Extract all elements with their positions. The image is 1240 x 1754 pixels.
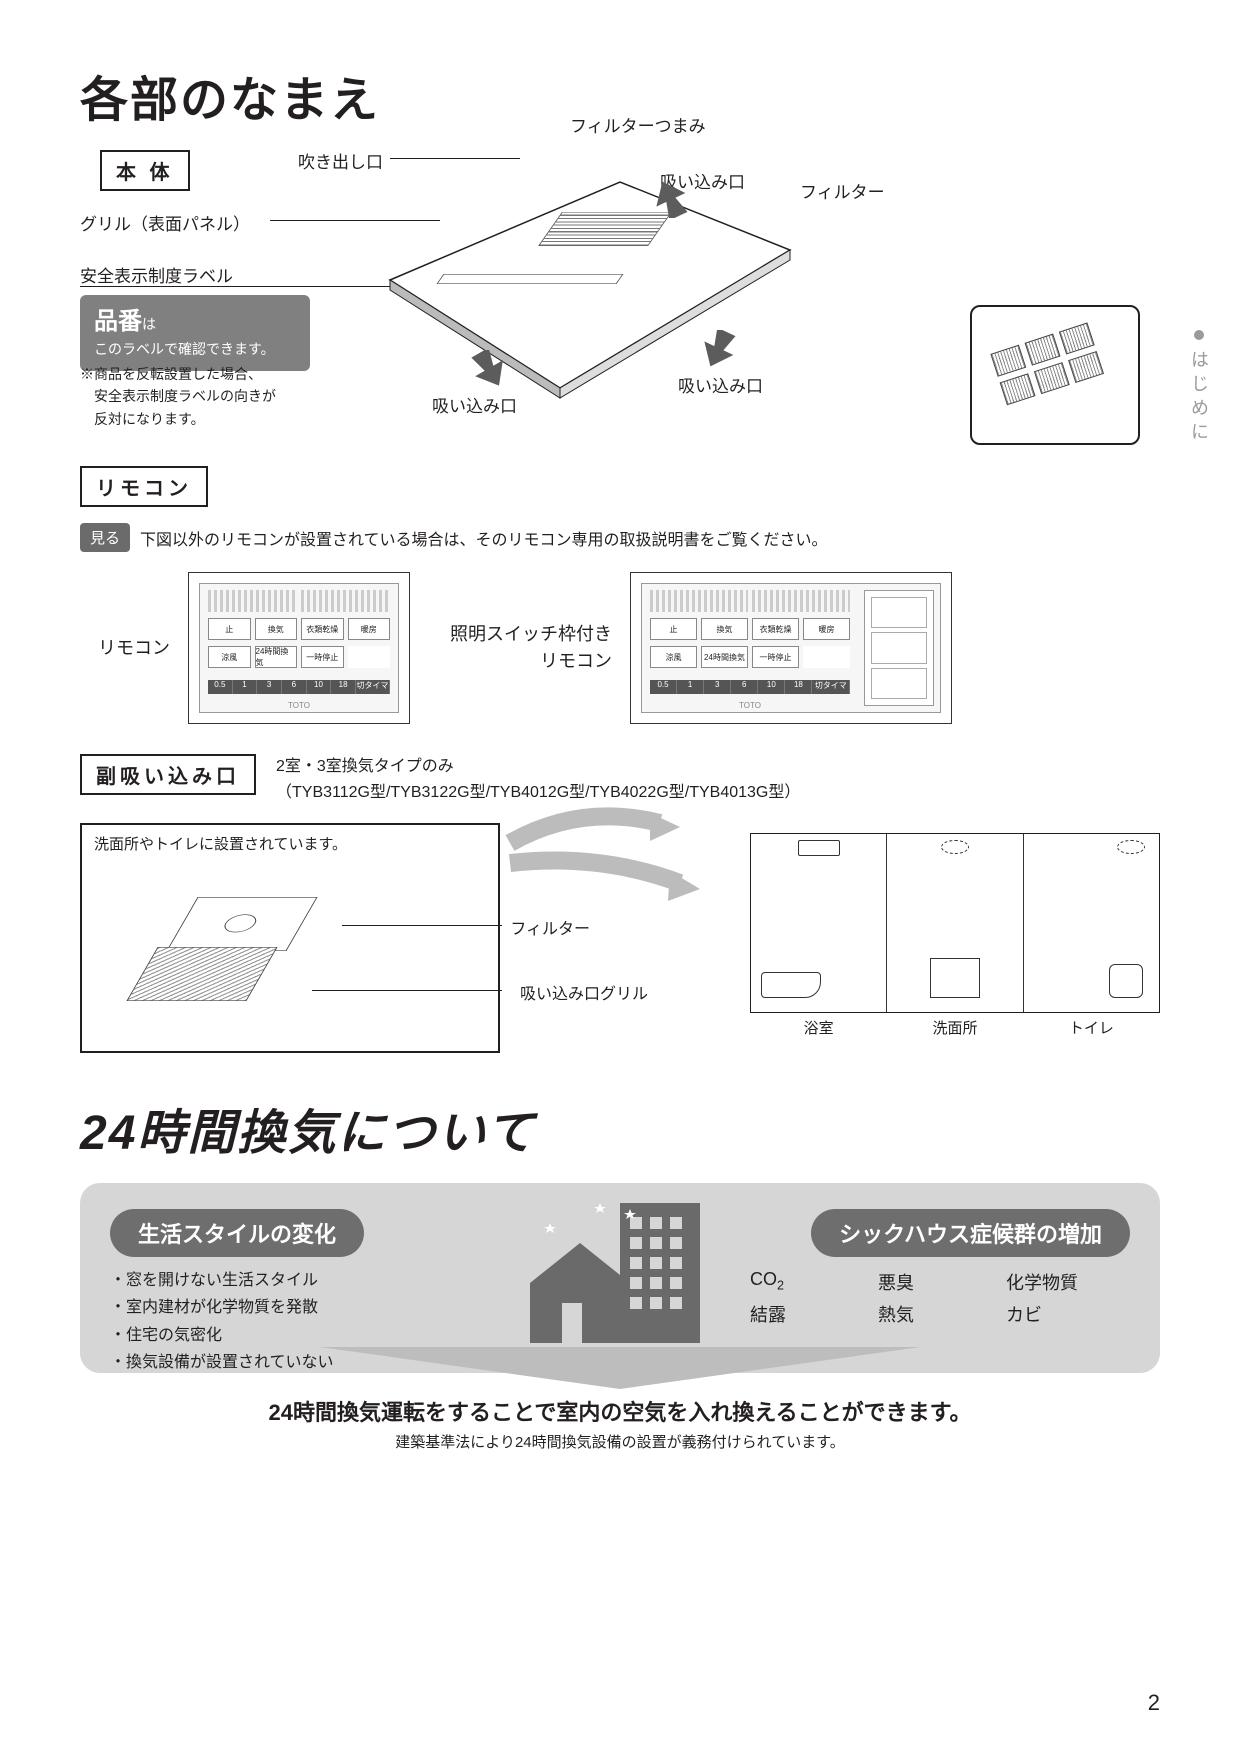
room-washroom: 洗面所 <box>887 834 1023 1012</box>
heading-24h: 24時間換気について <box>80 1093 1160 1163</box>
remote-note: 下図以外のリモコンが設置されている場合は、そのリモコン専用の取扱説明書をご覧くだ… <box>140 526 828 550</box>
callout-inlet-br: 吸い込み口 <box>678 372 763 397</box>
subinlet-illustration-box: 洗面所やトイレに設置されています。 フィルター 吸い込み口グリル <box>80 823 500 1053</box>
sickhouse-grid: CO2 悪臭 化学物質 結露 熱気 カビ <box>750 1269 1130 1327</box>
label-remote: リモコン <box>80 466 208 507</box>
remote-btn-cool: 涼風 <box>208 646 251 668</box>
remote-unit-switch: 止 換気 衣類乾燥 暖房 涼風 24時間換気 一時停止 0.5 <box>630 572 952 724</box>
remote-btn-pause: 一時停止 <box>301 646 344 668</box>
remote-btn-stop: 止 <box>208 618 251 640</box>
pill-lifestyle: 生活スタイルの変化 <box>110 1209 364 1257</box>
see-badge: 見る <box>80 523 130 552</box>
remote-btn-24h: 24時間換気 <box>255 646 298 668</box>
remote-btn-vent: 換気 <box>255 618 298 640</box>
room-toilet: トイレ <box>1024 834 1159 1012</box>
arrow-inlet-bl <box>470 350 510 390</box>
remote-btn-heat: 暖房 <box>348 618 391 640</box>
callout-sub-grill: 吸い込み口グリル <box>520 980 648 1004</box>
callout-filter-knob: フィルターつまみ <box>570 112 706 137</box>
remote-btn-dry: 衣類乾燥 <box>301 618 344 640</box>
down-arrow-icon <box>320 1347 920 1393</box>
callout-blowout: 吹き出し口 <box>298 148 383 173</box>
callout-sub-filter: フィルター <box>510 915 590 939</box>
callout-safety-label: 安全表示制度ラベル <box>80 262 233 287</box>
duct-arrows <box>500 793 700 913</box>
remote-row: リモコン 止 換気 衣類乾燥 暖房 涼風 24時間換気 一時停止 <box>80 572 1160 724</box>
callout-inlet-bl: 吸い込み口 <box>432 392 517 417</box>
remote-unit-standard: 止 換気 衣類乾燥 暖房 涼風 24時間換気 一時停止 0.5 1 3 <box>188 572 410 724</box>
callout-filter: フィルター <box>800 178 885 203</box>
room-bath: 浴室 <box>751 834 887 1012</box>
rooms-diagram: 浴室 洗面所 トイレ <box>750 833 1160 1013</box>
light-switch-panel <box>864 590 934 706</box>
label-subinlet: 副吸い込み口 <box>80 754 256 795</box>
page-number: 2 <box>1148 1690 1160 1716</box>
arrow-inlet-tr <box>650 178 690 218</box>
conclusion-sub: 建築基準法により24時間換気設備の設置が義務付けられています。 <box>80 1431 1160 1452</box>
page-content: 各部のなまえ 本 体 グリル（表面パネル） 安全表示制度ラベル 吹き出し口 フィ… <box>0 0 1240 1492</box>
callout-grill: グリル（表面パネル） <box>80 210 250 235</box>
filter-detail-box <box>970 305 1140 445</box>
remote-right-label: 照明スイッチ枠付き リモコン <box>450 621 612 675</box>
arrow-inlet-br <box>698 330 738 370</box>
main-unit-diagram: 本 体 グリル（表面パネル） 安全表示制度ラベル 吹き出し口 フィルターつまみ … <box>80 140 1160 460</box>
conclusion-text: 24時間換気運転をすることで室内の空気を入れ換えることができます。 <box>80 1395 1160 1427</box>
leader-blowout <box>390 158 520 159</box>
remote-left-label: リモコン <box>80 635 170 662</box>
part-number-note: 品番は このラベルで確認できます。 <box>80 295 310 371</box>
footnote-reverse: ※商品を反転設置した場合、 安全表示制度ラベルの向きが 反対になります。 <box>80 363 276 430</box>
buildings-icon <box>510 1193 730 1343</box>
label-honbody: 本 体 <box>100 150 190 191</box>
ventilation-info-panel: 生活スタイルの変化 ・窓を開けない生活スタイル ・室内建材が化学物質を発散 ・住… <box>80 1183 1160 1373</box>
label-slot-icon <box>437 274 624 284</box>
pill-sickhouse: シックハウス症候群の増加 <box>811 1209 1130 1257</box>
